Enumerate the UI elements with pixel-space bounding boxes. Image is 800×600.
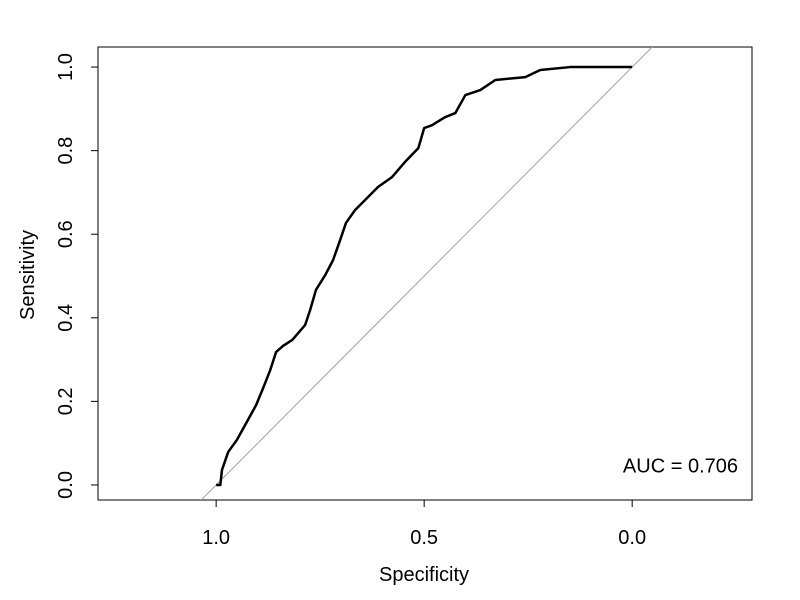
- annotation: AUC = 0.706: [623, 455, 738, 477]
- y-tick-label: 0.6: [55, 220, 77, 248]
- x-tick-label: 0.0: [618, 527, 646, 549]
- x-axis-label: Specificity: [379, 564, 469, 586]
- roc-curve: [216, 65, 633, 487]
- x-tick-label: 0.5: [410, 527, 438, 549]
- y-axis-label: Sensitivity: [17, 230, 39, 320]
- y-tick-label: 0.0: [55, 471, 77, 499]
- plot-area: [200, 47, 653, 500]
- y-tick-label: 0.2: [55, 387, 77, 415]
- reference-line: [200, 47, 653, 500]
- plot-frame: [97, 46, 753, 501]
- x-tick-label: 1.0: [202, 527, 230, 549]
- y-tick-label: 0.4: [55, 304, 77, 332]
- y-tick-label: 1.0: [55, 53, 77, 81]
- y-tick-label: 0.8: [55, 137, 77, 165]
